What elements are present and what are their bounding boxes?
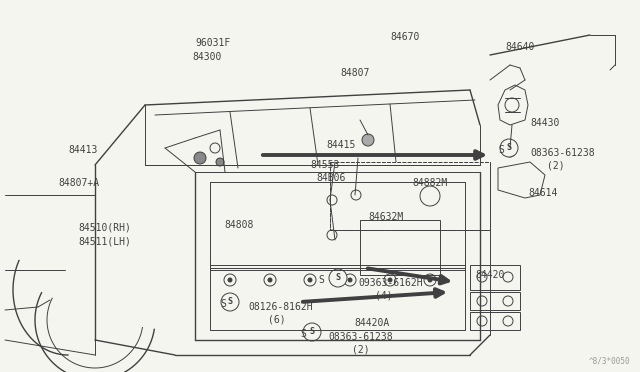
Text: S: S bbox=[220, 299, 226, 309]
Text: 84511(LH): 84511(LH) bbox=[78, 236, 131, 246]
Circle shape bbox=[221, 293, 239, 311]
Text: 84420: 84420 bbox=[475, 270, 504, 280]
Text: (4): (4) bbox=[375, 290, 392, 300]
Text: S: S bbox=[498, 145, 504, 155]
Text: 84300: 84300 bbox=[192, 52, 221, 62]
Text: (2): (2) bbox=[352, 344, 370, 354]
Text: 08363-61238: 08363-61238 bbox=[530, 148, 595, 158]
Text: 84553: 84553 bbox=[310, 160, 339, 170]
Circle shape bbox=[348, 278, 352, 282]
Circle shape bbox=[362, 134, 374, 146]
Text: S: S bbox=[335, 273, 340, 282]
Bar bbox=[360, 220, 440, 275]
Circle shape bbox=[303, 323, 321, 341]
Text: ^8/3*0050: ^8/3*0050 bbox=[588, 356, 630, 365]
Text: 84807: 84807 bbox=[340, 68, 369, 78]
Text: 84B06: 84B06 bbox=[316, 173, 346, 183]
Text: 08126-8162H: 08126-8162H bbox=[248, 302, 312, 312]
Bar bbox=[470, 265, 520, 290]
Text: 09363-6162H: 09363-6162H bbox=[358, 278, 422, 288]
Text: 84882M: 84882M bbox=[412, 178, 447, 188]
Text: S: S bbox=[227, 298, 232, 307]
Circle shape bbox=[500, 139, 518, 157]
Bar bbox=[470, 312, 520, 330]
Text: 84430: 84430 bbox=[530, 118, 559, 128]
Text: 84670: 84670 bbox=[390, 32, 419, 42]
Text: 84415: 84415 bbox=[326, 140, 355, 150]
Bar bbox=[470, 292, 520, 310]
Circle shape bbox=[216, 158, 224, 166]
Circle shape bbox=[194, 152, 206, 164]
Text: 84807+A: 84807+A bbox=[58, 178, 99, 188]
Text: S: S bbox=[310, 327, 314, 337]
Text: 84413: 84413 bbox=[68, 145, 97, 155]
Text: (2): (2) bbox=[547, 160, 564, 170]
Circle shape bbox=[388, 278, 392, 282]
Text: S: S bbox=[300, 329, 306, 339]
Text: 08363-61238: 08363-61238 bbox=[328, 332, 392, 342]
Text: 84420A: 84420A bbox=[354, 318, 389, 328]
Text: 84614: 84614 bbox=[528, 188, 557, 198]
Circle shape bbox=[308, 278, 312, 282]
Circle shape bbox=[329, 269, 347, 287]
Text: 84640: 84640 bbox=[505, 42, 534, 52]
Text: (6): (6) bbox=[268, 314, 285, 324]
Text: S: S bbox=[318, 275, 324, 285]
Circle shape bbox=[228, 278, 232, 282]
Text: 96031F: 96031F bbox=[195, 38, 230, 48]
Text: 84808: 84808 bbox=[224, 220, 253, 230]
Text: 84632M: 84632M bbox=[368, 212, 403, 222]
Circle shape bbox=[428, 278, 432, 282]
Text: S: S bbox=[506, 144, 511, 153]
Circle shape bbox=[268, 278, 272, 282]
Text: 84510(RH): 84510(RH) bbox=[78, 222, 131, 232]
Circle shape bbox=[508, 150, 512, 154]
